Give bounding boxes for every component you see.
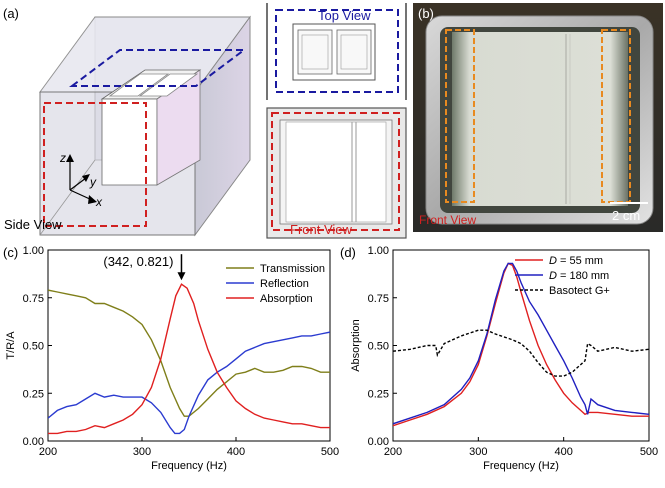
panel-c: (c) 200 300 400 500 0.00 0.25 0.50 0.75 1.00 Freq… [3, 245, 339, 472]
front-view-label: Front View [290, 222, 353, 237]
x-axis-label: Frequency (Hz) [151, 460, 227, 472]
y-tick-label: 0.75 [23, 293, 44, 305]
series-line-absorption [48, 283, 330, 435]
x-tick-label: 400 [227, 446, 245, 458]
side-view-label: Side View [4, 217, 62, 232]
x-tick-label: 500 [321, 446, 339, 458]
y-axis-label: Absorption [350, 319, 362, 372]
axes-triad [66, 154, 97, 204]
legend-label: Transmission [260, 263, 325, 275]
series-line-reflection [48, 331, 330, 435]
axis-x-label: x [95, 195, 103, 209]
chart-c: 200 300 400 500 0.00 0.25 0.50 0.75 1.00 Frequenc… [5, 245, 339, 472]
peak-annotation: (342, 0.821) [103, 254, 173, 269]
panel-b-label: (b) [418, 6, 434, 21]
panel-c-label: (c) [3, 245, 18, 260]
top-view-inset: Top View [266, 3, 407, 100]
series-line-transmission [48, 289, 330, 417]
top-view-dashed-outline [69, 49, 247, 87]
scale-bar-label: 2 cm [612, 208, 640, 223]
side-view-dashed-outline [43, 102, 147, 227]
y-tick-label: 0.00 [23, 436, 44, 448]
panel-d-label: (d) [340, 245, 356, 260]
x-tick-label: 500 [640, 446, 658, 458]
front-view-inset: Front View [266, 107, 407, 239]
series-line-d-180-mm [393, 262, 649, 425]
box-diagram: z y x [39, 15, 251, 237]
series-line-d-55-mm [393, 262, 649, 427]
x-tick-label: 300 [469, 446, 487, 458]
chart-d: 200 300 400 500 0.00 0.25 0.50 0.75 1.00 Frequenc… [350, 245, 658, 472]
panel-a: (a) [3, 3, 407, 239]
panel-d: (d) 200 300 400 500 0.00 0.25 0.50 0.75 1.00 Freq… [340, 245, 658, 472]
legend-label: Basotect G+ [549, 285, 610, 297]
y-tick-label: 0.75 [368, 293, 389, 305]
x-axis-label: Frequency (Hz) [483, 460, 559, 472]
legend-label: D = 55 mm [549, 255, 603, 267]
y-tick-label: 1.00 [368, 245, 389, 257]
top-view-label: Top View [318, 8, 371, 23]
axis-z-label: z [59, 151, 66, 165]
x-tick-label: 200 [384, 446, 402, 458]
peak-arrowhead [177, 272, 186, 281]
legend-label: D = 180 mm [549, 270, 609, 282]
y-axis-label: T/R/A [5, 331, 17, 360]
legend-label: Reflection [260, 278, 309, 290]
y-tick-label: 0.25 [23, 388, 44, 400]
y-tick-label: 0.25 [368, 388, 389, 400]
y-tick-label: 0.00 [368, 436, 389, 448]
legend-label: Absorption [260, 293, 313, 305]
y-tick-label: 0.50 [23, 341, 44, 353]
series-line-basotect-g [393, 329, 649, 377]
x-tick-label: 300 [133, 446, 151, 458]
y-tick-label: 1.00 [23, 245, 44, 257]
x-tick-label: 400 [554, 446, 572, 458]
x-tick-label: 200 [39, 446, 57, 458]
axis-y-label: y [89, 175, 97, 189]
panel-b-photo: (b) Front View 2 cm [413, 3, 663, 232]
y-tick-label: 0.50 [368, 341, 389, 353]
photo-front-view-label: Front View [419, 213, 476, 227]
panel-a-label: (a) [3, 6, 19, 21]
